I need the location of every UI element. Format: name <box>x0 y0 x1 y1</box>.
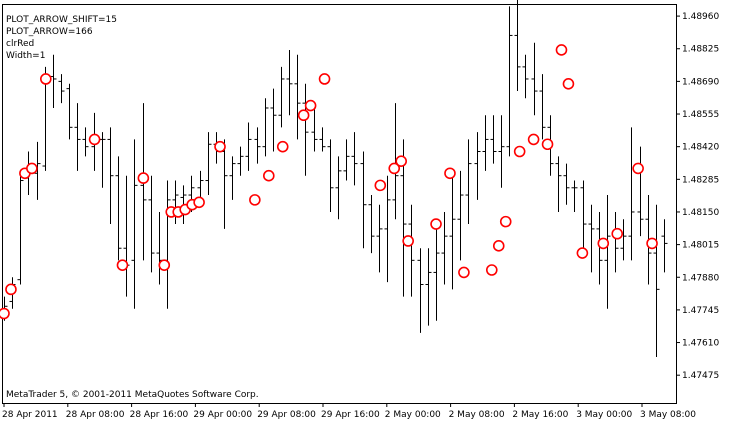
indicator-arrow-label: PLOT_ARROW=166 <box>6 27 93 37</box>
time-tick-label: 29 Apr 00:00 <box>193 410 252 420</box>
price-tick-label: 1.48285 <box>682 175 719 185</box>
price-tick-label: 1.48690 <box>682 77 719 87</box>
time-tick-label: 28 Apr 16:00 <box>130 410 189 420</box>
arrow-marker <box>513 145 526 158</box>
arrow-marker <box>193 196 205 209</box>
plot-frame <box>2 4 677 404</box>
price-tick-label: 1.48960 <box>682 12 719 22</box>
time-tick-label: 2 May 00:00 <box>385 410 441 420</box>
time-tick-label: 3 May 00:00 <box>576 410 632 420</box>
price-tick-label: 1.47745 <box>682 306 719 316</box>
arrow-marker <box>562 78 575 90</box>
arrow-marker <box>374 179 387 192</box>
arrow-marker <box>0 307 10 320</box>
arrow-marker <box>137 172 150 184</box>
arrow-marker <box>249 194 261 206</box>
indicator-info: PLOT_ARROW_SHIFT=15 PLOT_ARROW=166 clrRe… <box>6 14 117 62</box>
arrow-marker <box>499 215 512 228</box>
arrow-marker <box>444 167 456 180</box>
arrow-marker <box>276 140 289 153</box>
price-tick-label: 1.48015 <box>682 241 719 251</box>
arrow-marker <box>485 264 498 276</box>
arrow-marker <box>158 259 171 271</box>
arrow-marker <box>5 283 17 296</box>
arrow-marker <box>430 218 442 230</box>
indicator-width-label: Width=1 <box>6 51 46 61</box>
time-tick-label: 2 May 08:00 <box>449 410 505 420</box>
arrow-marker <box>458 266 470 279</box>
arrow-marker <box>611 227 624 240</box>
arrow-marker <box>402 235 414 247</box>
price-tick-label: 1.48825 <box>682 45 719 55</box>
time-tick-label: 2 May 16:00 <box>512 410 568 420</box>
arrow-marker <box>40 73 52 85</box>
arrow-marker <box>646 237 658 250</box>
time-tick-label: 28 Apr 08:00 <box>66 410 125 420</box>
arrow-marker <box>26 162 38 175</box>
arrow-marker <box>88 133 101 146</box>
arrow-marker <box>388 162 401 175</box>
copyright-text: MetaTrader 5, © 2001-2011 MetaQuotes Sof… <box>6 390 259 400</box>
arrow-marker <box>318 73 331 85</box>
time-tick-label: 3 May 08:00 <box>640 410 696 420</box>
arrow-marker <box>597 237 610 250</box>
time-tick-label: 28 Apr 2011 <box>2 410 58 420</box>
indicator-color-label: clrRed <box>6 39 35 49</box>
price-tick-label: 1.48555 <box>682 110 719 120</box>
arrow-marker <box>304 99 317 112</box>
arrow-marker <box>576 247 589 259</box>
time-tick-label: 29 Apr 08:00 <box>257 410 316 420</box>
arrow-marker <box>632 162 644 175</box>
price-tick-label: 1.47880 <box>682 273 719 283</box>
price-tick-label: 1.48420 <box>682 143 719 153</box>
arrow-marker <box>262 169 275 182</box>
arrow-marker <box>116 259 129 271</box>
arrow-marker <box>492 240 505 252</box>
arrow-marker <box>541 138 554 151</box>
arrow-marker <box>395 155 408 167</box>
arrow-marker <box>527 133 540 146</box>
time-tick-label: 29 Apr 16:00 <box>321 410 380 420</box>
arrow-marker <box>555 44 568 56</box>
price-tick-label: 1.47610 <box>682 339 719 349</box>
arrow-marker <box>297 109 310 122</box>
arrow-marker <box>214 140 226 153</box>
price-tick-label: 1.48150 <box>682 208 719 218</box>
price-tick-label: 1.47475 <box>682 371 719 381</box>
indicator-shift-label: PLOT_ARROW_SHIFT=15 <box>6 15 117 25</box>
